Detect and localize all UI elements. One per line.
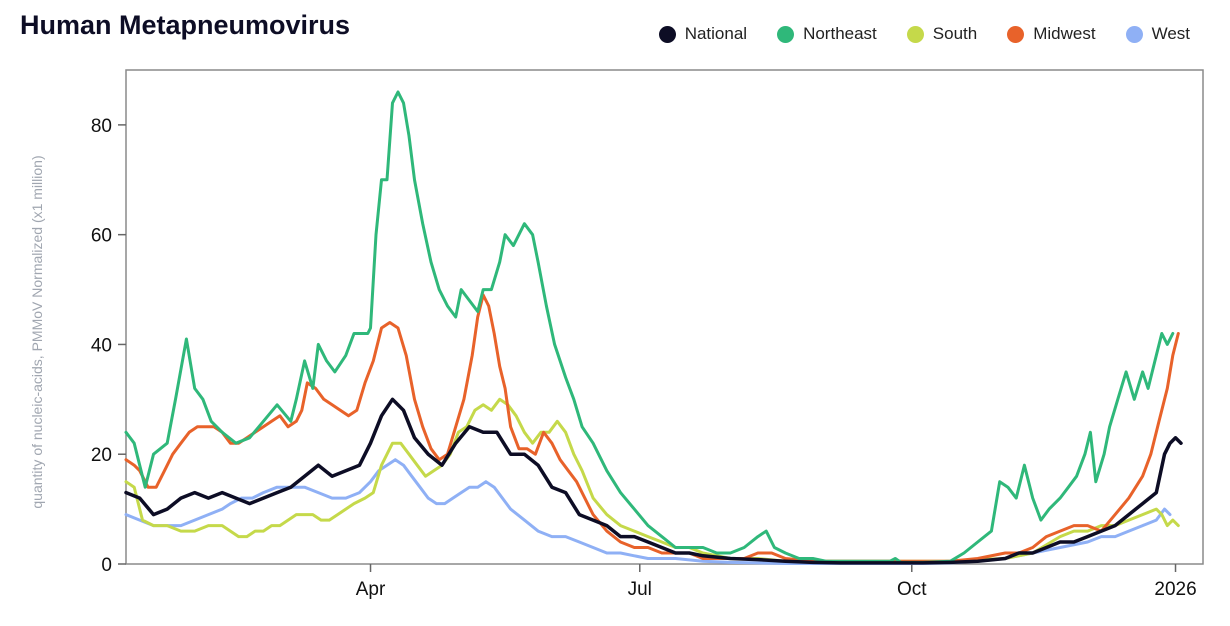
legend-label: West: [1151, 24, 1190, 43]
x-tick-label: Oct: [897, 579, 927, 600]
legend-label: Northeast: [803, 24, 877, 43]
series-line-national[interactable]: [124, 397, 1183, 565]
legend-swatch-northeast: [777, 25, 795, 43]
chart-title: Human Metapneumovirus: [20, 10, 351, 40]
x-tick-label: Jul: [628, 579, 652, 600]
series-group: [124, 90, 1183, 565]
legend-item-south[interactable]: South: [906, 24, 978, 44]
y-axis-label: quantity of nucleic-acids, PMMoV Normali…: [29, 155, 45, 508]
legend-item-northeast[interactable]: Northeast: [777, 24, 877, 44]
x-axis: Apr Jul Oct 2026: [356, 564, 1197, 600]
y-axis: 0 20 40 60 80: [91, 116, 126, 576]
plot-area-frame: [125, 69, 1204, 565]
y-tick-label: 20: [91, 445, 112, 466]
legend-label: Midwest: [1033, 24, 1096, 43]
legend: National Northeast South Midwest West: [658, 24, 1190, 44]
y-tick-label: 40: [91, 335, 112, 356]
y-tick-label: 60: [91, 226, 112, 247]
x-tick-label: 2026: [1154, 579, 1196, 600]
legend-swatch-midwest: [1007, 25, 1025, 43]
legend-swatch-west: [1125, 25, 1143, 43]
legend-label: South: [932, 24, 978, 43]
legend-item-national[interactable]: National: [658, 24, 748, 44]
y-tick-label: 80: [91, 116, 112, 137]
legend-item-midwest[interactable]: Midwest: [1007, 24, 1096, 44]
legend-label: National: [684, 24, 748, 43]
x-tick-label: Apr: [356, 579, 386, 600]
legend-swatch-south: [906, 25, 924, 43]
y-tick-label: 0: [101, 555, 112, 576]
series-line-northeast[interactable]: [124, 90, 1175, 564]
legend-item-west[interactable]: West: [1125, 24, 1190, 44]
legend-swatch-national: [658, 25, 676, 43]
